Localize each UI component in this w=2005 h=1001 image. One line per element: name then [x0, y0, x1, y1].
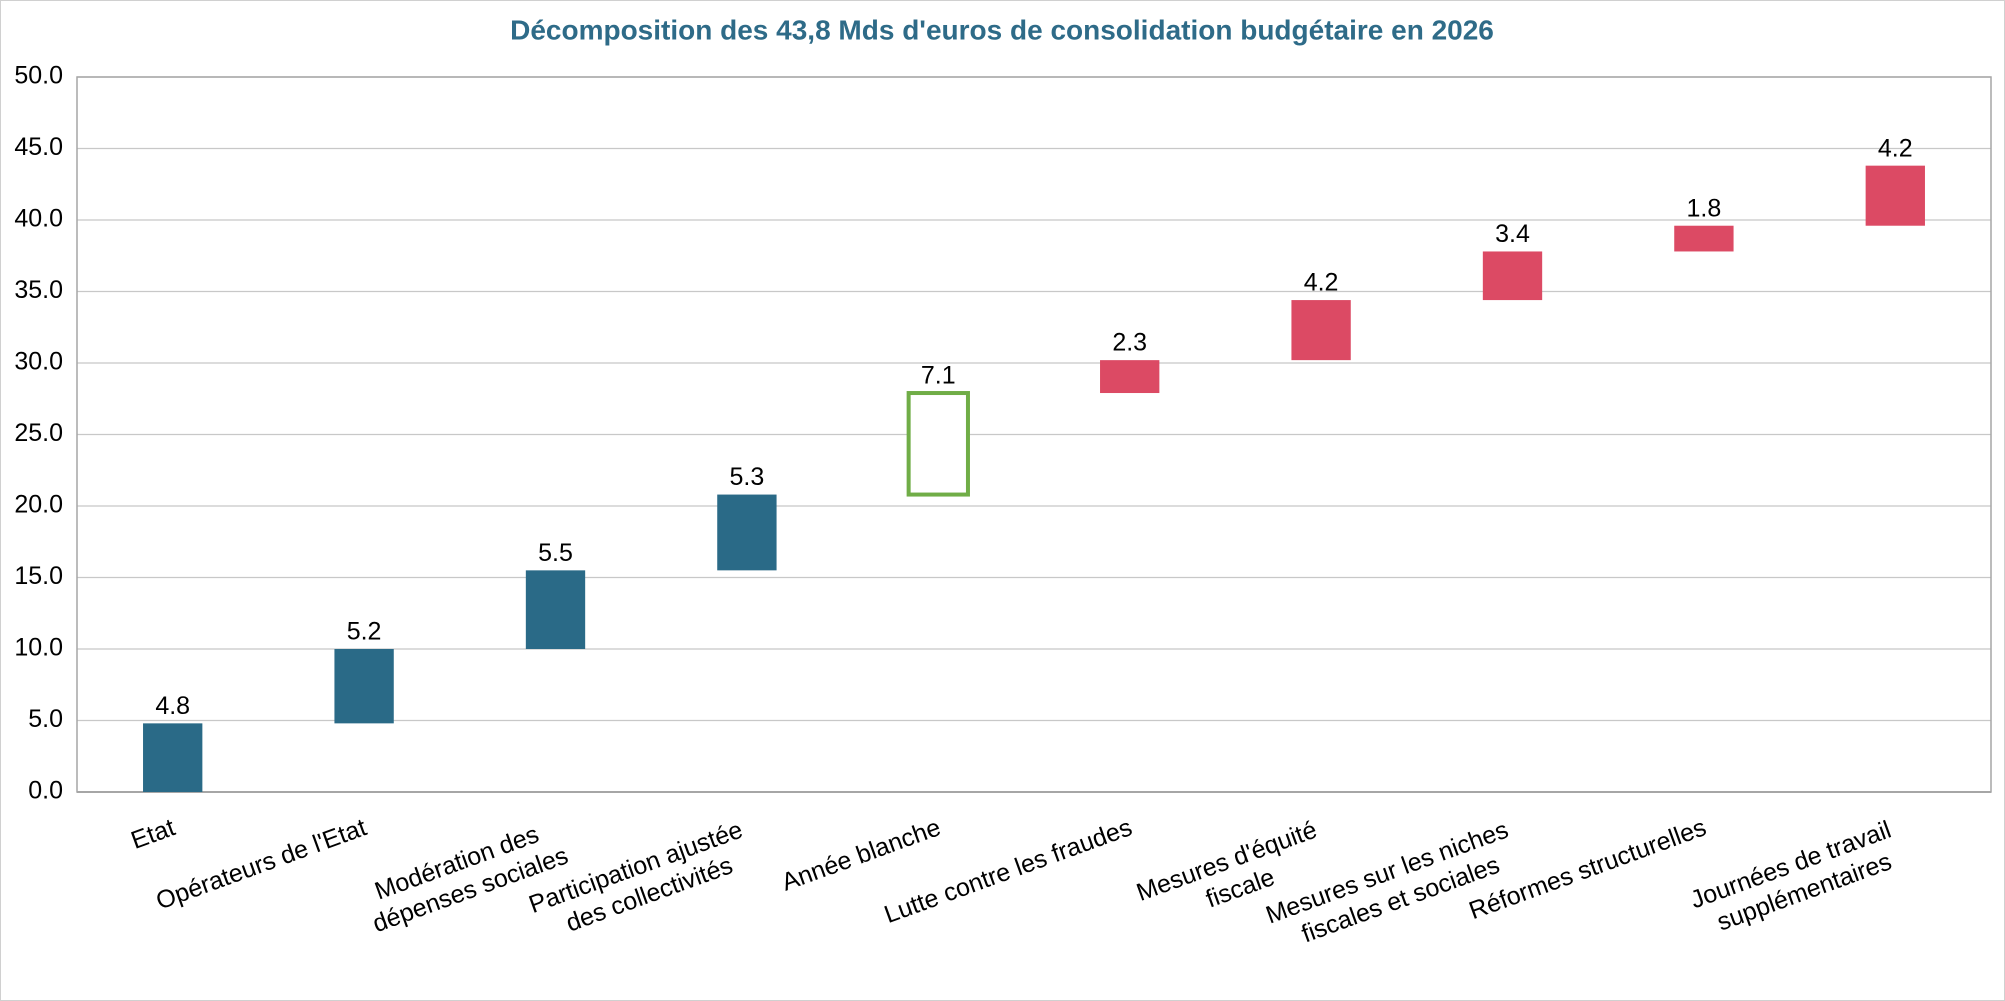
bar	[1482, 251, 1543, 301]
bar	[1100, 360, 1160, 394]
bar	[525, 570, 586, 649]
data-label: 5.5	[538, 539, 573, 567]
y-tick-label: 10.0	[14, 634, 63, 662]
data-label: 7.1	[921, 362, 956, 390]
bar	[1674, 225, 1734, 252]
bar	[1865, 165, 1925, 226]
y-tick-label: 40.0	[14, 205, 63, 233]
data-label: 1.8	[1687, 194, 1722, 222]
y-tick-label: 20.0	[14, 491, 63, 519]
chart-title: Décomposition des 43,8 Mds d'euros de co…	[510, 14, 1494, 45]
data-label: 4.2	[1878, 134, 1913, 162]
bar	[906, 391, 970, 497]
bar	[1291, 300, 1351, 361]
y-tick-label: 45.0	[14, 133, 63, 161]
data-label: 5.3	[730, 463, 765, 491]
bar	[334, 649, 394, 724]
data-label: 5.2	[347, 618, 382, 646]
data-label: 2.3	[1112, 329, 1147, 357]
y-tick-label: 50.0	[14, 62, 63, 90]
y-tick-label: 5.0	[28, 705, 63, 733]
bar	[143, 723, 203, 792]
data-label: 3.4	[1495, 220, 1530, 248]
bar	[717, 494, 777, 571]
y-tick-label: 30.0	[14, 348, 63, 376]
data-label: 4.2	[1304, 269, 1339, 297]
data-label: 4.8	[155, 692, 190, 720]
y-tick-label: 25.0	[14, 419, 63, 447]
y-tick-label: 15.0	[14, 562, 63, 590]
y-tick-label: 0.0	[28, 777, 63, 805]
y-tick-label: 35.0	[14, 276, 63, 304]
